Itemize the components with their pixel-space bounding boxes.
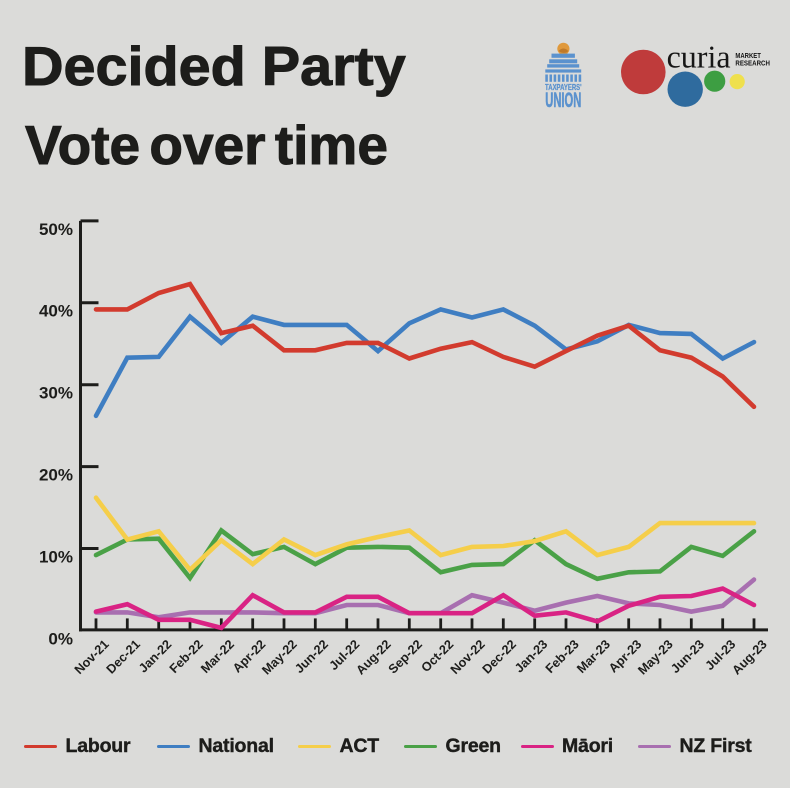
svg-text:MARKET: MARKET bbox=[735, 51, 761, 60]
svg-text:Aug-23: Aug-23 bbox=[729, 637, 769, 677]
svg-text:TAXPAYERS': TAXPAYERS' bbox=[545, 83, 582, 92]
svg-text:RESEARCH: RESEARCH bbox=[735, 58, 770, 67]
svg-text:May-22: May-22 bbox=[259, 637, 299, 677]
svg-text:Feb-22: Feb-22 bbox=[167, 637, 206, 676]
svg-text:30%: 30% bbox=[39, 384, 73, 403]
svg-text:Aug-22: Aug-22 bbox=[353, 637, 393, 677]
svg-text:0%: 0% bbox=[48, 629, 73, 648]
svg-text:Mar-23: Mar-23 bbox=[574, 637, 613, 676]
svg-text:Feb-23: Feb-23 bbox=[543, 637, 582, 676]
svg-text:Jun-22: Jun-22 bbox=[292, 637, 331, 676]
svg-text:10%: 10% bbox=[39, 547, 73, 566]
svg-text:40%: 40% bbox=[39, 302, 73, 321]
svg-text:Jan-23: Jan-23 bbox=[512, 637, 550, 675]
svg-text:50%: 50% bbox=[39, 220, 73, 239]
svg-text:Sep-22: Sep-22 bbox=[386, 637, 425, 676]
svg-text:UNION: UNION bbox=[545, 88, 581, 108]
svg-text:Mar-22: Mar-22 bbox=[198, 637, 237, 676]
svg-text:20%: 20% bbox=[39, 466, 73, 485]
svg-text:Dec-22: Dec-22 bbox=[480, 637, 519, 676]
svg-text:curia: curia bbox=[667, 45, 731, 74]
svg-text:Jun-23: Jun-23 bbox=[668, 637, 707, 676]
svg-text:Nov-21: Nov-21 bbox=[72, 637, 112, 677]
svg-text:Dec-21: Dec-21 bbox=[104, 637, 143, 676]
svg-text:Jan-22: Jan-22 bbox=[136, 637, 174, 675]
svg-text:Nov-22: Nov-22 bbox=[448, 637, 488, 677]
svg-text:May-23: May-23 bbox=[635, 637, 675, 677]
